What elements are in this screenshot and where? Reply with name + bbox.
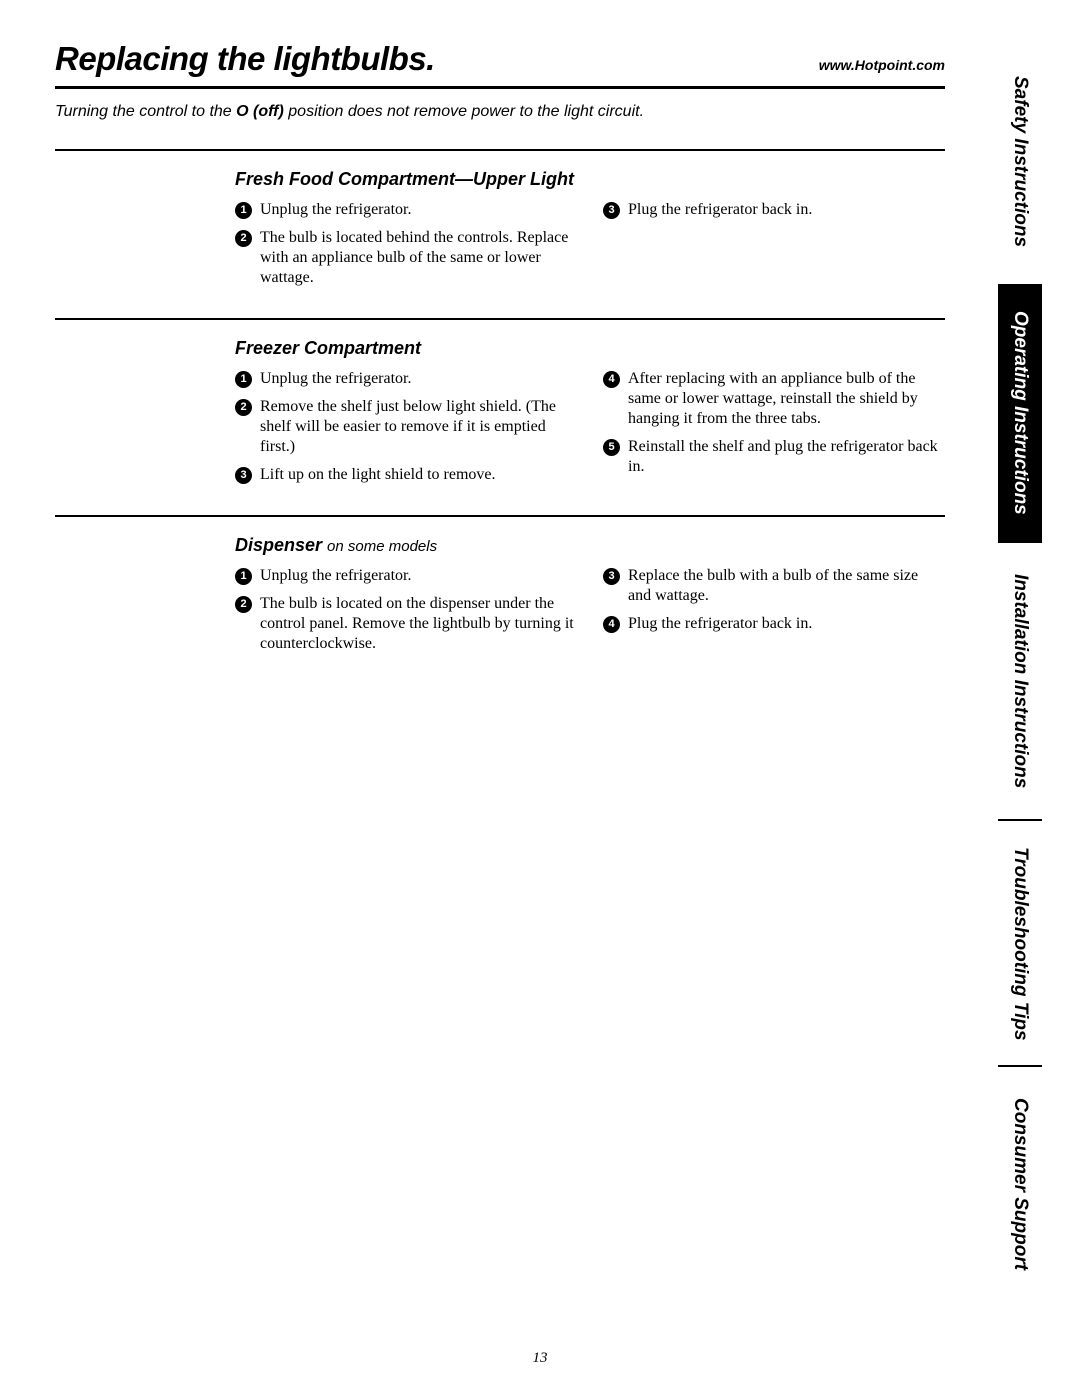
left-column: 1 Unplug the refrigerator. 2 The bulb is lo… [235, 566, 577, 662]
step-text: The bulb is located on the dispenser und… [260, 594, 577, 654]
step-text: Replace the bulb with a bulb of the same… [628, 566, 945, 606]
step: 3 Lift up on the light shield to remove. [235, 465, 577, 485]
step-text: Reinstall the shelf and plug the refrige… [628, 437, 945, 477]
step: 4 After replacing with an appliance bulb … [603, 369, 945, 429]
step-number: 2 [235, 596, 252, 613]
step-number: 4 [603, 616, 620, 633]
step: 2 The bulb is located behind the controls… [235, 228, 577, 288]
note-post: position does not remove power to the li… [284, 103, 644, 120]
step-text: After replacing with an appliance bulb o… [628, 369, 945, 429]
step-text: Unplug the refrigerator. [260, 566, 577, 586]
nav-tab[interactable]: Safety Instructions [998, 40, 1042, 286]
step: 5 Reinstall the shelf and plug the refrig… [603, 437, 945, 477]
instruction-section: Freezer Compartment 1 Unplug the refrigera… [55, 318, 945, 515]
columns: 1 Unplug the refrigerator. 2 The bulb is lo… [235, 200, 945, 296]
step: 2 Remove the shelf just below light shiel… [235, 397, 577, 457]
step-number: 3 [603, 568, 620, 585]
columns: 1 Unplug the refrigerator. 2 Remove the she… [235, 369, 945, 493]
instruction-section: Fresh Food Compartment—Upper Light 1 Unplu… [55, 149, 945, 318]
step-text: Lift up on the light shield to remove. [260, 465, 577, 485]
header-row: Replacing the lightbulbs. www.Hotpoint.c… [55, 40, 945, 89]
step-text: Unplug the refrigerator. [260, 200, 577, 220]
section-subtitle: on some models [327, 538, 437, 555]
header-url: www.Hotpoint.com [819, 57, 945, 73]
page-title: Replacing the lightbulbs. [55, 40, 435, 78]
section-title: Fresh Food Compartment—Upper Light [235, 169, 945, 190]
step: 1 Unplug the refrigerator. [235, 200, 577, 220]
step-number: 3 [235, 467, 252, 484]
page-number: 13 [0, 1350, 1080, 1367]
nav-tab[interactable]: Consumer Support [998, 1067, 1042, 1300]
step-number: 2 [235, 399, 252, 416]
caution-note: Turning the control to the O (off) posit… [55, 103, 945, 121]
right-column: 4 After replacing with an appliance bulb … [603, 369, 945, 493]
step-number: 1 [235, 568, 252, 585]
step: 4 Plug the refrigerator back in. [603, 614, 945, 634]
step: 2 The bulb is located on the dispenser un… [235, 594, 577, 654]
left-column: 1 Unplug the refrigerator. 2 Remove the she… [235, 369, 577, 493]
step-number: 3 [603, 202, 620, 219]
right-column: 3 Plug the refrigerator back in. [603, 200, 945, 296]
step-number: 4 [603, 371, 620, 388]
instruction-section: Dispenser on some models 1 Unplug the refr… [55, 515, 945, 684]
step-text: The bulb is located behind the controls.… [260, 228, 577, 288]
nav-tab[interactable]: Troubleshooting Tips [998, 821, 1042, 1067]
step-text: Remove the shelf just below light shield… [260, 397, 577, 457]
step: 3 Plug the refrigerator back in. [603, 200, 945, 220]
step: 1 Unplug the refrigerator. [235, 369, 577, 389]
step-number: 5 [603, 439, 620, 456]
step-number: 1 [235, 371, 252, 388]
note-pre: Turning the control to the [55, 103, 236, 120]
step-number: 1 [235, 202, 252, 219]
step-text: Unplug the refrigerator. [260, 369, 577, 389]
step-number: 2 [235, 230, 252, 247]
left-column: 1 Unplug the refrigerator. 2 The bulb is lo… [235, 200, 577, 296]
page-content: Replacing the lightbulbs. www.Hotpoint.c… [55, 40, 945, 684]
nav-tab[interactable]: Operating Instructions [998, 286, 1042, 543]
section-title: Dispenser on some models [235, 535, 945, 556]
note-bold: O (off) [236, 103, 284, 120]
step-text: Plug the refrigerator back in. [628, 614, 945, 634]
right-column: 3 Replace the bulb with a bulb of the sam… [603, 566, 945, 662]
columns: 1 Unplug the refrigerator. 2 The bulb is lo… [235, 566, 945, 662]
step: 1 Unplug the refrigerator. [235, 566, 577, 586]
step-text: Plug the refrigerator back in. [628, 200, 945, 220]
step: 3 Replace the bulb with a bulb of the sam… [603, 566, 945, 606]
section-title: Freezer Compartment [235, 338, 945, 359]
nav-tab[interactable]: Installation Instructions [998, 543, 1042, 822]
side-tabs: Safety InstructionsOperating Instruction… [998, 40, 1042, 1300]
